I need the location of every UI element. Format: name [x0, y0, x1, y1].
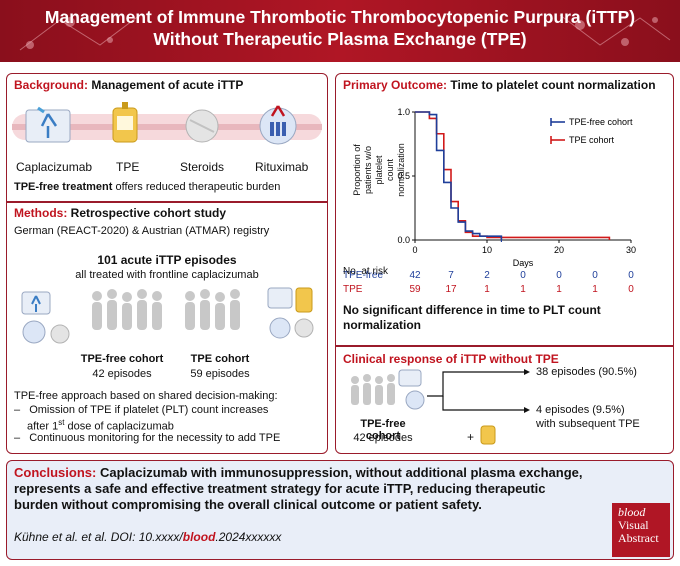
approach-text: TPE-free approach based on shared decisi…: [14, 390, 278, 402]
risk-value: 0: [592, 270, 598, 281]
risk-value: 0: [520, 270, 526, 281]
km-ylabel: Proportion of patients w/o platelet coun…: [352, 143, 406, 197]
risk-value: 1: [520, 284, 526, 295]
arrow-head-2: [524, 407, 530, 413]
x-tick-label: 20: [554, 245, 564, 255]
conclusions-text: Conclusions: Caplacizumab with immunosup…: [14, 465, 583, 512]
x-tick-label: 0: [412, 245, 417, 255]
right-panel: [335, 73, 674, 454]
risk-value: 17: [445, 284, 457, 295]
divider: [336, 345, 673, 347]
approach-bullet-1: – Omission of TPE if platelet (PLT) coun…: [14, 404, 269, 416]
risk-value: 0: [628, 284, 634, 295]
arrow-line-2: [442, 396, 528, 411]
approach-bullet-1-cont: after 1st dose of caplacizumab: [27, 418, 174, 433]
risk-title: No. at risk: [343, 266, 389, 277]
clinical-outcome-1: 38 episodes (90.5%): [536, 366, 637, 378]
page-title: Management of Immune Thrombotic Thromboc…: [0, 6, 680, 50]
risk-value: 1: [556, 284, 562, 295]
clinical-cohort-count: 42 episodes: [353, 432, 413, 444]
cohort-tpe-icons: [267, 287, 314, 339]
caplacizumab-icon: [25, 106, 71, 143]
approach-bullet-2: – Continuous monitoring for the necessit…: [14, 432, 281, 444]
header-banner: Management of Immune Thrombotic Thromboc…: [0, 0, 680, 62]
arrow-line-1: [427, 371, 528, 397]
treatment-illustrations: [12, 102, 322, 145]
cohort-illustration: [21, 287, 314, 344]
blood-visual-abstract-logo: blood Visual Abstract: [612, 503, 670, 557]
clinical-outcome-2: 4 episodes (9.5%): [536, 404, 625, 416]
treatment-tpe: TPE: [116, 160, 140, 174]
episodes-title: 101 acute iTTP episodes: [97, 253, 237, 267]
x-tick-label: 10: [482, 245, 492, 255]
risk-value: 1: [592, 284, 598, 295]
header-decoration: [19, 14, 671, 51]
background-heading: Background: Management of acute iTTP: [14, 78, 244, 92]
tpe-bag-icon: [112, 102, 138, 143]
x-axis-label: Days: [513, 258, 534, 268]
rituximab-icon: [259, 105, 297, 145]
risk-row-label: TPE: [343, 284, 363, 295]
x-tick-label: 30: [626, 245, 636, 255]
risk-value: 0: [628, 270, 634, 281]
methods-heading: Methods: Retrospective cohort study: [14, 206, 227, 220]
cohort-tpe-label: TPE cohort: [190, 353, 250, 365]
risk-row-label: TPE-free: [343, 270, 383, 281]
clinical-diagram: [351, 369, 530, 445]
people-crowd-icon: [92, 289, 240, 330]
divider: [7, 201, 327, 203]
km-series-line: [415, 111, 503, 240]
tpe-bag-icon: [480, 425, 496, 445]
steroid-tablet-icon: [185, 109, 219, 143]
y-tick-label: 0.0: [397, 235, 410, 245]
treatment-steroids: Steroids: [180, 160, 225, 174]
methods-registry: German (REACT-2020) & Austrian (ATMAR) r…: [14, 225, 270, 237]
risk-value: 2: [484, 270, 490, 281]
caplacizumab-icon: [398, 369, 422, 387]
risk-value: 7: [448, 270, 454, 281]
cohort-free-icons: [21, 291, 70, 344]
cohort-free-count: 42 episodes: [92, 368, 152, 380]
title-line-1: Management of Immune Thrombotic Thromboc…: [44, 7, 636, 27]
plus-sign: +: [467, 430, 475, 444]
y-tick-label: 1.0: [397, 107, 410, 117]
risk-value: 0: [556, 270, 562, 281]
y-tick-label: 0.5: [397, 171, 410, 181]
clinical-cohort-label: TPE-free cohort: [360, 418, 406, 442]
title-line-2: Without Therapeutic Plasma Exchange (TPE…: [153, 29, 527, 49]
risk-value: 59: [409, 284, 421, 295]
background-note: TPE-free treatment offers reduced therap…: [14, 181, 281, 193]
legend-label: TPE-free cohort: [569, 117, 633, 127]
cohort-tpe-count: 59 episodes: [190, 368, 250, 380]
treatment-rituximab: Rituximab: [255, 160, 309, 174]
rituximab-icon: [405, 390, 425, 410]
cohort-free-label: TPE-free cohort: [80, 353, 164, 365]
episodes-subtitle: all treated with frontline caplacizumab: [75, 269, 259, 281]
clinical-outcome-2-sub: with subsequent TPE: [536, 418, 640, 430]
primary-conclusion: No significant difference in time to PLT…: [343, 303, 601, 332]
risk-value: 1: [484, 284, 490, 295]
risk-value: 42: [409, 270, 421, 281]
primary-heading: Primary Outcome: Time to platelet count …: [343, 78, 656, 92]
legend-label: TPE cohort: [569, 135, 615, 145]
citation: Kühne et al. et al. DOI: 10.xxxx/blood.2…: [14, 530, 282, 544]
clinical-heading: Clinical response of iTTP without TPE: [343, 352, 559, 366]
arrow-head-1: [524, 369, 530, 375]
conclusions-panel: [6, 460, 674, 560]
people-group-icon: [351, 374, 395, 405]
treatment-caplacizumab: Caplacizumab: [16, 160, 93, 174]
